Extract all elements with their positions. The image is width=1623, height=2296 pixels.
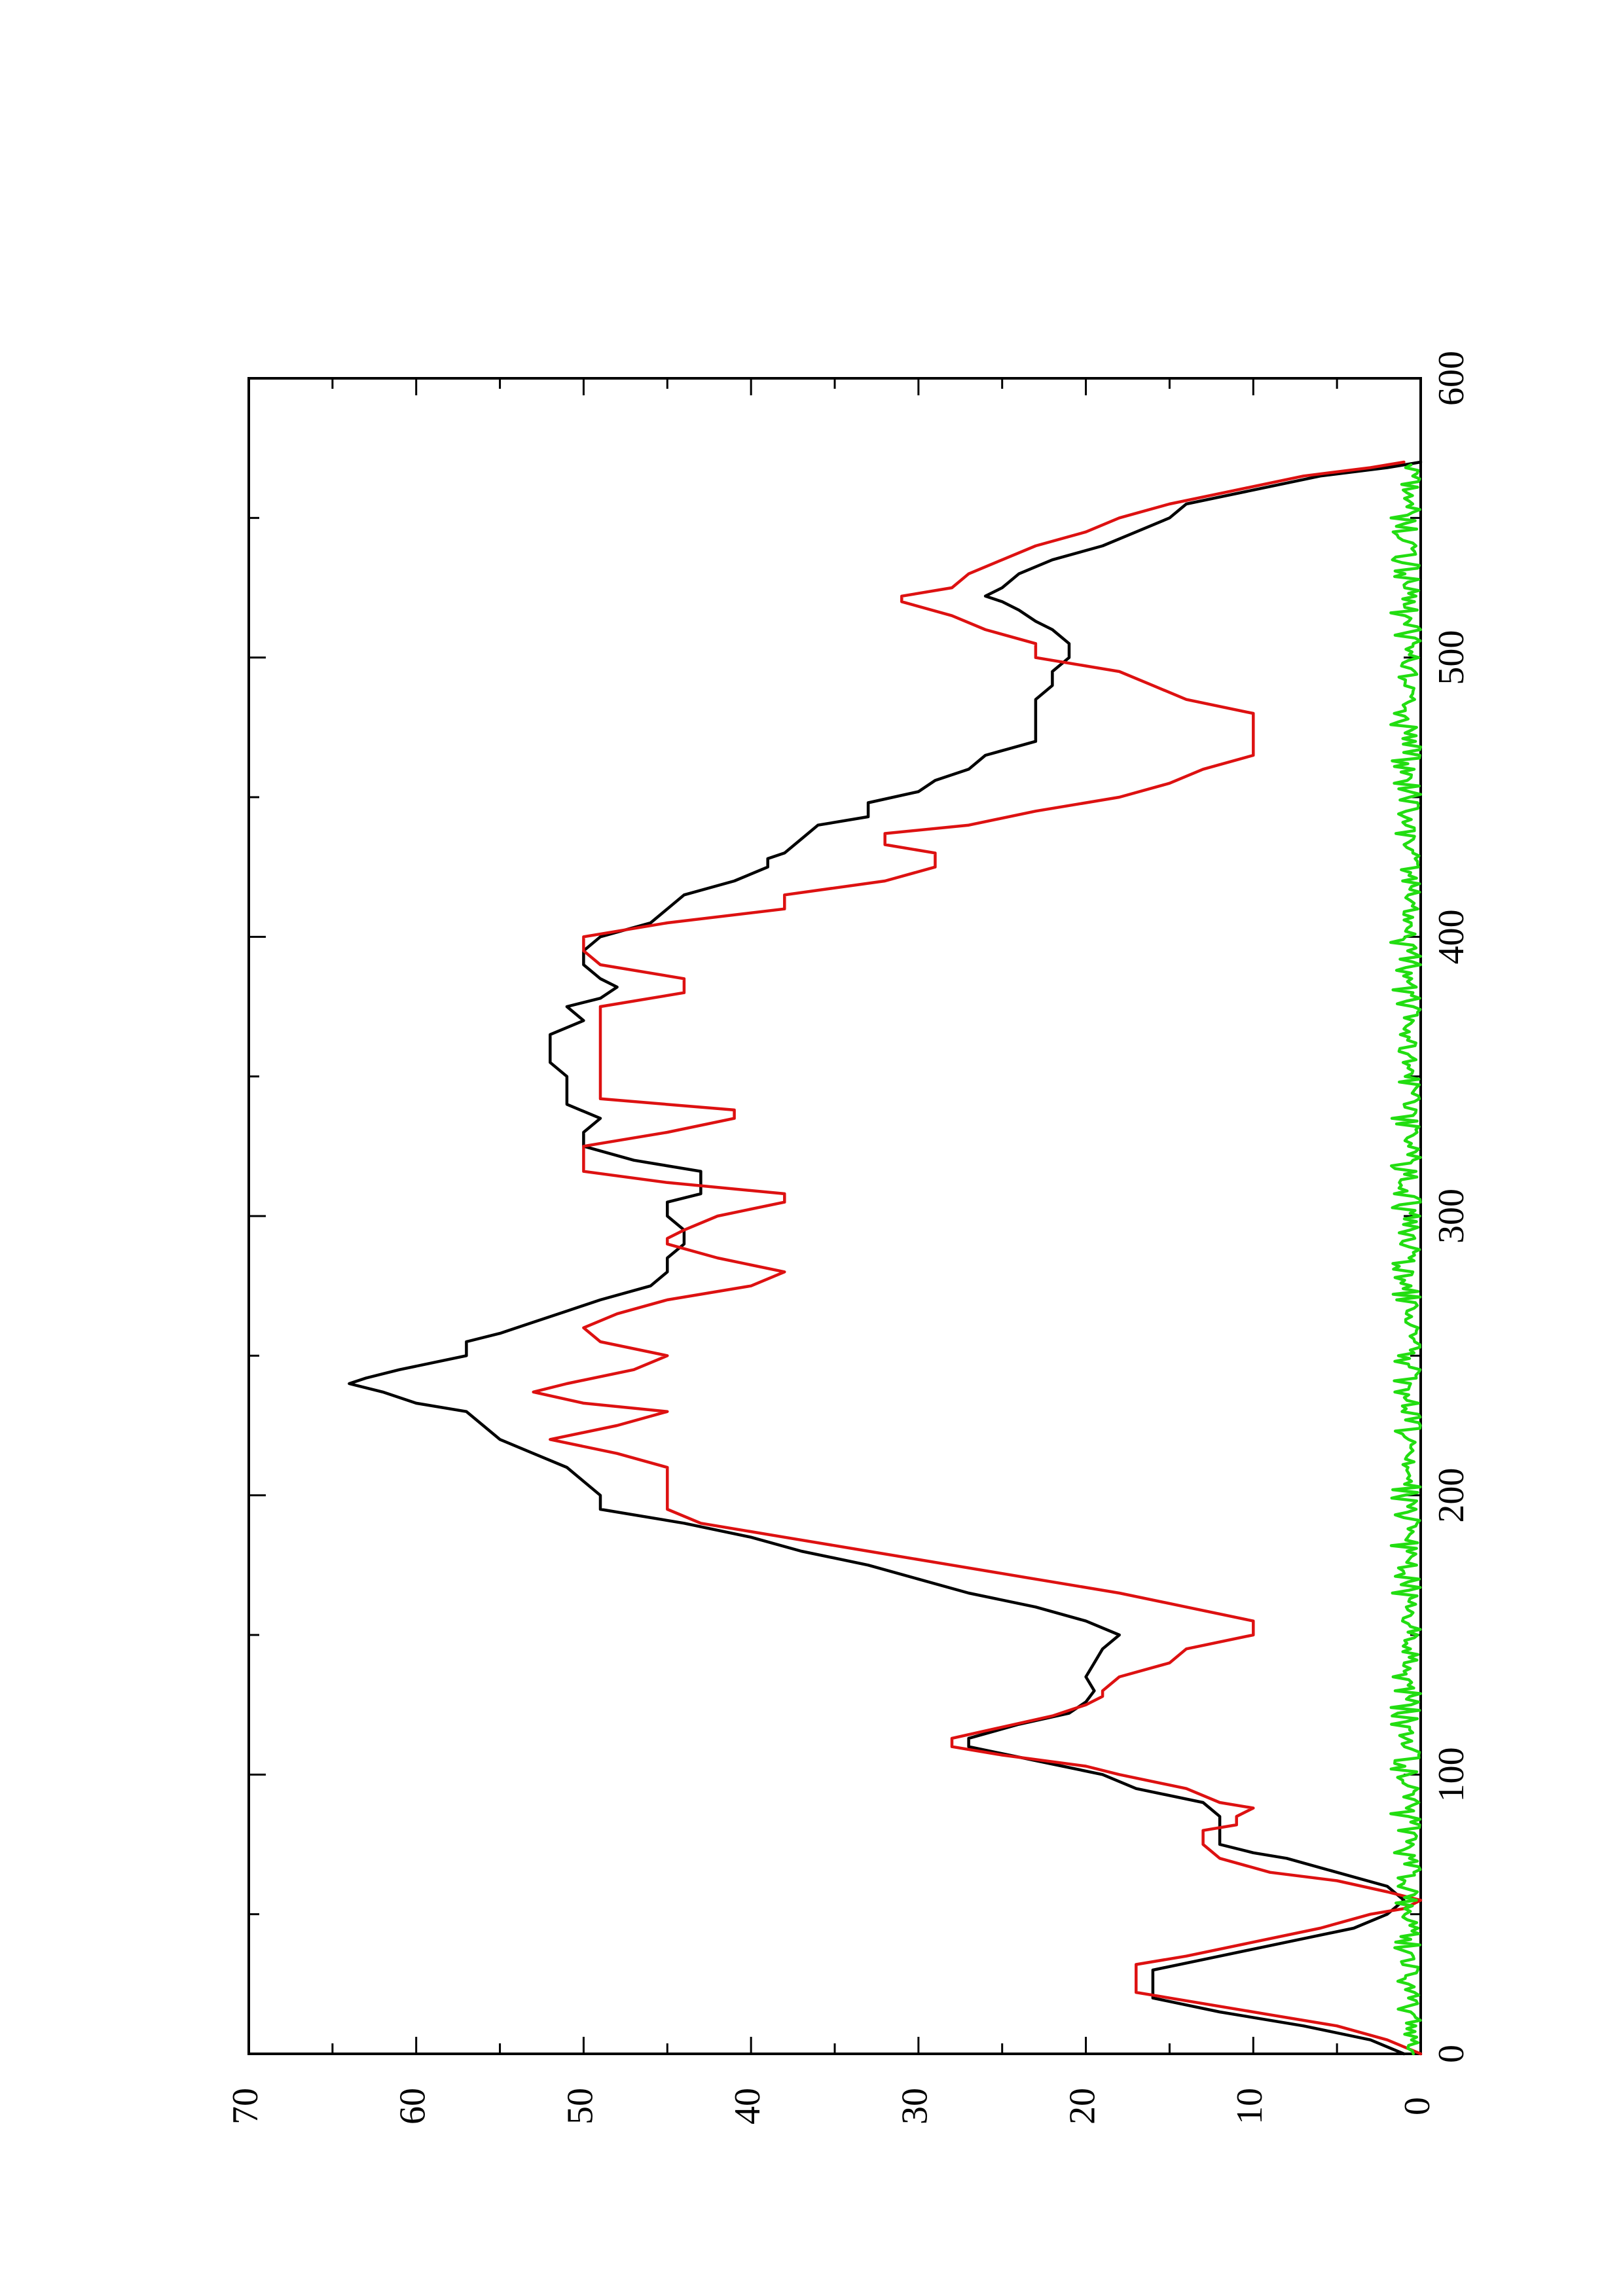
x-tick-label: 500 xyxy=(1431,630,1472,685)
x-tick-label: 400 xyxy=(1431,909,1472,964)
y-tick-label: 10 xyxy=(1230,2088,1270,2125)
x-tick-label: 600 xyxy=(1431,351,1472,406)
x-tick-label: 200 xyxy=(1431,1468,1472,1523)
y-tick-label: 30 xyxy=(895,2088,936,2125)
tick-labels: 0 100 200 300 400 500 600 0 10 20 30 40 50 60 70 xyxy=(225,351,1472,2125)
y-tick-label: 50 xyxy=(560,2088,600,2125)
x-tick-label: 0 xyxy=(1431,2045,1472,2063)
y-tick-label: 70 xyxy=(225,2088,266,2125)
series-layer xyxy=(348,460,1423,2056)
y-tick-label: 20 xyxy=(1062,2088,1103,2125)
series-line-0 xyxy=(348,460,1423,2056)
x-tick-label: 100 xyxy=(1431,1747,1472,1802)
y-tick-label: 60 xyxy=(393,2088,433,2125)
plot-area: 0 100 200 300 400 500 600 0 10 20 30 40 50 60 70 xyxy=(225,351,1472,2125)
ticks xyxy=(247,377,1422,2055)
series-line-2 xyxy=(1389,463,1423,2056)
y-tick-label: 40 xyxy=(727,2088,768,2125)
axis-frame xyxy=(247,377,1422,2055)
series-line-1 xyxy=(532,460,1423,2056)
x-tick-label: 300 xyxy=(1431,1189,1472,1244)
y-tick-label: 0 xyxy=(1397,2097,1438,2115)
